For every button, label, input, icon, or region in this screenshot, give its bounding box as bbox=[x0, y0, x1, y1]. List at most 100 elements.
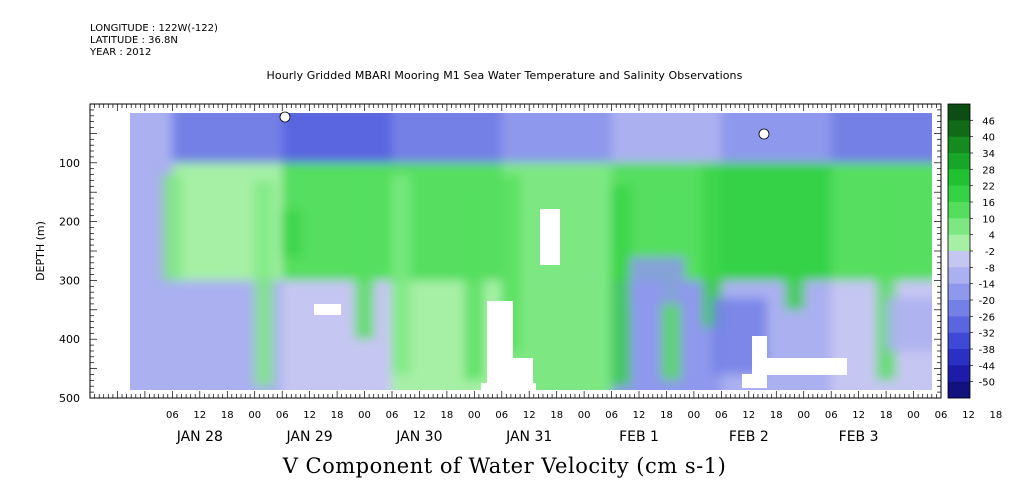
colorbar-swatch bbox=[948, 316, 970, 333]
field-patch bbox=[282, 280, 392, 390]
x-tick-label: 18 bbox=[770, 410, 783, 421]
x-date-label: FEB 2 bbox=[729, 429, 769, 445]
x-tick-label: 00 bbox=[907, 410, 920, 421]
colorbar-swatch bbox=[948, 185, 970, 203]
y-tick-label: 100 bbox=[59, 157, 80, 170]
velocity-field bbox=[130, 113, 932, 390]
field-patch bbox=[721, 162, 832, 281]
field-patch bbox=[831, 113, 932, 163]
colorbar-tick-label: -38 bbox=[979, 345, 995, 356]
field-streak bbox=[610, 186, 631, 387]
x-date-label: JAN 31 bbox=[505, 429, 552, 445]
x-date-label: FEB 1 bbox=[619, 429, 659, 445]
colorbar-tick-label: -26 bbox=[979, 312, 995, 323]
colorbar-tick-label: 16 bbox=[982, 198, 995, 209]
x-tick-label: 00 bbox=[578, 410, 591, 421]
x-date-label: JAN 30 bbox=[395, 429, 442, 445]
colorbar-tick-label: 46 bbox=[982, 116, 995, 127]
colorbar-swatch bbox=[948, 104, 970, 121]
field-patch bbox=[501, 113, 612, 163]
missing-data-gap bbox=[314, 304, 341, 315]
missing-data-gap bbox=[742, 374, 767, 388]
x-tick-label: 18 bbox=[550, 410, 563, 421]
x-tick-label: 06 bbox=[386, 410, 399, 421]
field-streak bbox=[162, 174, 183, 281]
field-pocket bbox=[629, 256, 685, 304]
colorbar-tick-label: 28 bbox=[982, 165, 995, 176]
field-streak bbox=[281, 209, 302, 257]
x-tick-label: 12 bbox=[633, 410, 646, 421]
y-tick-label: 400 bbox=[59, 333, 80, 346]
colorbar-tick-label: -50 bbox=[979, 378, 995, 389]
field-patch bbox=[172, 113, 283, 163]
missing-data-gap bbox=[758, 128, 770, 140]
x-tick-label: 12 bbox=[962, 410, 975, 421]
colorbar-swatch bbox=[948, 332, 970, 350]
missing-data-gap bbox=[540, 209, 560, 265]
colorbar-swatch bbox=[948, 267, 970, 284]
x-date-label: FEB 3 bbox=[839, 429, 879, 445]
field-streak bbox=[464, 192, 485, 381]
x-date-label: JAN 29 bbox=[285, 429, 332, 445]
y-tick-label: 200 bbox=[59, 216, 80, 229]
x-tick-label: 18 bbox=[990, 410, 1003, 421]
field-streak bbox=[253, 180, 274, 387]
colorbar-tick-label: -32 bbox=[979, 329, 995, 340]
field-patch bbox=[611, 113, 722, 163]
x-tick-label: 18 bbox=[660, 410, 673, 421]
x-tick-label: 06 bbox=[166, 410, 179, 421]
colorbar-swatch bbox=[948, 218, 970, 235]
x-tick-label: 18 bbox=[331, 410, 344, 421]
colorbar-tick-label: -44 bbox=[979, 361, 995, 372]
colorbar-tick-label: 40 bbox=[982, 133, 995, 144]
chart-title: Hourly Gridded MBARI Mooring M1 Sea Wate… bbox=[266, 69, 743, 82]
colorbar-swatch bbox=[948, 381, 970, 399]
field-streak bbox=[354, 174, 375, 340]
field-streak bbox=[391, 174, 412, 375]
colorbar-swatch bbox=[948, 153, 970, 170]
x-tick-label: 06 bbox=[715, 410, 728, 421]
x-tick-label: 18 bbox=[441, 410, 454, 421]
x-tick-label: 06 bbox=[605, 410, 618, 421]
x-tick-label: 12 bbox=[523, 410, 536, 421]
x-tick-label: 00 bbox=[358, 410, 371, 421]
x-tick-label: 06 bbox=[276, 410, 289, 421]
x-tick-label: 00 bbox=[248, 410, 261, 421]
x-tick-label: 12 bbox=[852, 410, 865, 421]
colorbar-swatch bbox=[948, 283, 970, 301]
x-tick-label: 06 bbox=[495, 410, 508, 421]
y-tick-label: 500 bbox=[59, 392, 80, 405]
missing-data-gap bbox=[767, 358, 847, 375]
colorbar-tick-label: 10 bbox=[982, 214, 995, 225]
colorbar-tick-label: 4 bbox=[989, 231, 995, 242]
missing-data-gap bbox=[279, 111, 291, 123]
x-tick-label: 12 bbox=[193, 410, 206, 421]
colorbar-tick-label: -8 bbox=[985, 263, 995, 274]
field-patch bbox=[721, 113, 832, 163]
longitude-label: LONGITUDE : 122W(-122) bbox=[90, 23, 218, 34]
latitude-label: LATITUDE : 36.8N bbox=[90, 35, 178, 46]
colorbar-swatch bbox=[948, 136, 970, 154]
colorbar-swatch bbox=[948, 300, 970, 317]
x-tick-label: 12 bbox=[742, 410, 755, 421]
x-date-label: JAN 28 bbox=[176, 429, 223, 445]
colorbar-swatch bbox=[948, 365, 970, 382]
year-label: YEAR : 2012 bbox=[90, 47, 152, 58]
field-patch bbox=[282, 113, 392, 163]
missing-data-gap bbox=[481, 383, 536, 390]
field-streak bbox=[702, 162, 723, 328]
x-tick-label: 12 bbox=[413, 410, 426, 421]
x-tick-label: 18 bbox=[221, 410, 234, 421]
variable-label: V Component of Water Velocity (cm s-1) bbox=[282, 454, 727, 478]
missing-data-gaps bbox=[279, 111, 847, 390]
field-patch bbox=[392, 113, 502, 163]
x-tick-label: 06 bbox=[825, 410, 838, 421]
x-tick-label: 00 bbox=[468, 410, 481, 421]
colorbar-swatch bbox=[948, 251, 970, 268]
x-tick-label: 06 bbox=[935, 410, 948, 421]
colorbar-swatch bbox=[948, 202, 970, 219]
colorbar: 46 40 34 28 22 16 10 4 -2 -8 -14 -20 -26 -32 -38 -44 -50 bbox=[947, 103, 995, 399]
x-tick-label: 00 bbox=[688, 410, 701, 421]
colorbar-tick-label: 34 bbox=[982, 149, 995, 160]
